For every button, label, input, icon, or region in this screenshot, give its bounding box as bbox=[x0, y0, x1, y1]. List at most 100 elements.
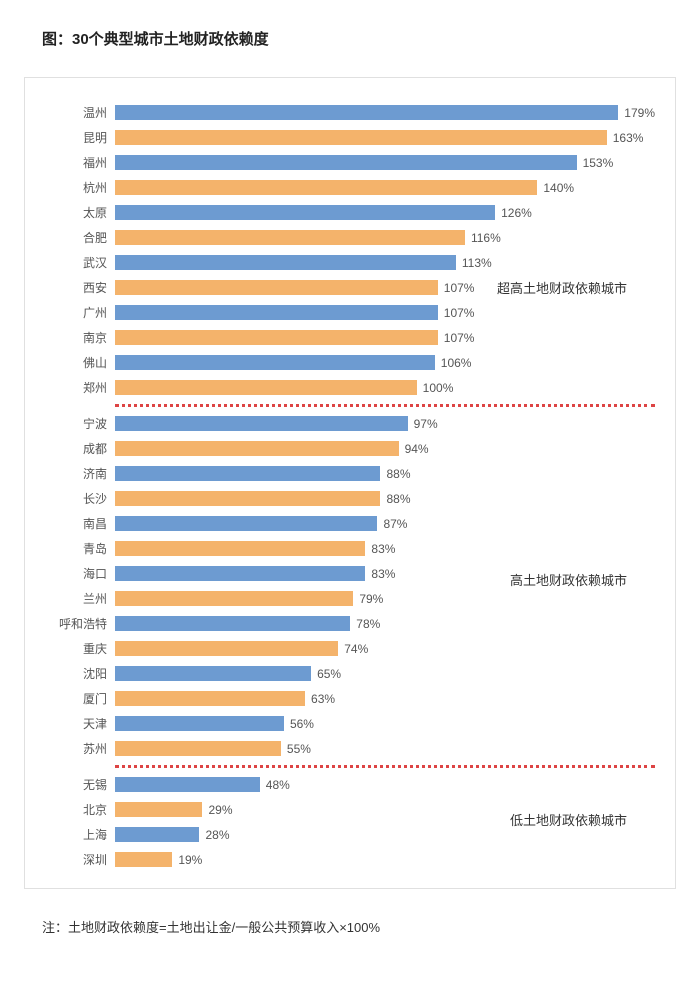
bar-area: 100% bbox=[115, 375, 655, 400]
value-label: 116% bbox=[471, 231, 501, 245]
bar bbox=[115, 852, 172, 867]
bar-area: 87% bbox=[115, 511, 655, 536]
group-divider bbox=[115, 765, 655, 768]
bar-area: 63% bbox=[115, 686, 655, 711]
value-label: 107% bbox=[444, 306, 475, 320]
value-label: 56% bbox=[290, 717, 314, 731]
bar-area: 88% bbox=[115, 486, 655, 511]
bar bbox=[115, 566, 365, 581]
y-axis-label: 郑州 bbox=[45, 379, 115, 396]
bar bbox=[115, 802, 202, 817]
chart-container: 温州179%昆明163%福州153%杭州140%太原126%合肥116%武汉11… bbox=[24, 77, 676, 889]
value-label: 107% bbox=[444, 331, 475, 345]
y-axis-label: 北京 bbox=[45, 801, 115, 818]
value-label: 48% bbox=[266, 778, 290, 792]
bar-row: 厦门63% bbox=[45, 686, 655, 711]
bar-area: 78% bbox=[115, 611, 655, 636]
bar-area: 48% bbox=[115, 772, 655, 797]
value-label: 83% bbox=[371, 542, 395, 556]
bar-row: 无锡 48% bbox=[45, 772, 655, 797]
bar-row: 济南 88% bbox=[45, 461, 655, 486]
group-label: 超高土地财政依赖城市 bbox=[497, 278, 627, 297]
bar bbox=[115, 691, 305, 706]
chart-footnote: 注：土地财政依赖度=土地出让金/一般公共预算收入×100% bbox=[42, 917, 676, 936]
y-axis-label: 太原 bbox=[45, 204, 115, 221]
y-axis-label: 海口 bbox=[45, 565, 115, 582]
value-label: 78% bbox=[356, 617, 380, 631]
y-axis-label: 上海 bbox=[45, 826, 115, 843]
bar bbox=[115, 491, 380, 506]
y-axis-label: 兰州 bbox=[45, 590, 115, 607]
bar-area: 113% bbox=[115, 250, 655, 275]
bar-area: 74% bbox=[115, 636, 655, 661]
bar-area: 153% bbox=[115, 150, 655, 175]
y-axis-label: 无锡 bbox=[45, 776, 115, 793]
y-axis-label: 温州 bbox=[45, 104, 115, 121]
bar-row: 天津56% bbox=[45, 711, 655, 736]
bar bbox=[115, 255, 456, 270]
value-label: 74% bbox=[344, 642, 368, 656]
y-axis-label: 青岛 bbox=[45, 540, 115, 557]
bar bbox=[115, 205, 495, 220]
bar bbox=[115, 130, 607, 145]
bar bbox=[115, 716, 284, 731]
bar-area: 19% bbox=[115, 847, 655, 872]
bar bbox=[115, 741, 281, 756]
bar bbox=[115, 155, 577, 170]
bar bbox=[115, 616, 350, 631]
bar-area: 65% bbox=[115, 661, 655, 686]
y-axis-label: 昆明 bbox=[45, 129, 115, 146]
y-axis-label: 呼和浩特 bbox=[45, 615, 115, 632]
bar bbox=[115, 441, 399, 456]
value-label: 140% bbox=[543, 181, 574, 195]
bar-row: 杭州140% bbox=[45, 175, 655, 200]
value-label: 87% bbox=[383, 517, 407, 531]
bar-area: 83% bbox=[115, 536, 655, 561]
y-axis-label: 成都 bbox=[45, 440, 115, 457]
value-label: 100% bbox=[423, 381, 454, 395]
bar-row: 南昌 87% bbox=[45, 511, 655, 536]
value-label: 179% bbox=[624, 106, 655, 120]
value-label: 55% bbox=[287, 742, 311, 756]
y-axis-label: 长沙 bbox=[45, 490, 115, 507]
bar-row: 南京107% bbox=[45, 325, 655, 350]
bar-row: 郑州 100% bbox=[45, 375, 655, 400]
group-label: 低土地财政依赖城市 bbox=[510, 810, 627, 829]
bar-row: 福州153% bbox=[45, 150, 655, 175]
y-axis-label: 佛山 bbox=[45, 354, 115, 371]
bar bbox=[115, 777, 260, 792]
bar-row: 苏州55% bbox=[45, 736, 655, 761]
bar bbox=[115, 416, 408, 431]
chart-title: 图：30个典型城市土地财政依赖度 bbox=[42, 28, 676, 49]
y-axis-label: 西安 bbox=[45, 279, 115, 296]
value-label: 63% bbox=[311, 692, 335, 706]
value-label: 28% bbox=[205, 828, 229, 842]
bar bbox=[115, 330, 438, 345]
value-label: 65% bbox=[317, 667, 341, 681]
bar bbox=[115, 666, 311, 681]
y-axis-label: 沈阳 bbox=[45, 665, 115, 682]
value-label: 29% bbox=[208, 803, 232, 817]
bar-area: 140% bbox=[115, 175, 655, 200]
value-label: 113% bbox=[462, 256, 492, 270]
value-label: 126% bbox=[501, 206, 532, 220]
bar-row: 长沙88% bbox=[45, 486, 655, 511]
value-label: 106% bbox=[441, 356, 472, 370]
bar-row: 兰州79% bbox=[45, 586, 655, 611]
bar bbox=[115, 105, 618, 120]
value-label: 88% bbox=[386, 467, 410, 481]
bar-area: 163% bbox=[115, 125, 655, 150]
bar-area: 126% bbox=[115, 200, 655, 225]
bar-row: 青岛 83% bbox=[45, 536, 655, 561]
bar-area: 97% bbox=[115, 411, 655, 436]
bar-area: 88% bbox=[115, 461, 655, 486]
group-label: 高土地财政依赖城市 bbox=[510, 570, 627, 589]
bar bbox=[115, 180, 537, 195]
bar-area: 55% bbox=[115, 736, 655, 761]
bar bbox=[115, 230, 465, 245]
bar bbox=[115, 380, 417, 395]
chart-body: 温州179%昆明163%福州153%杭州140%太原126%合肥116%武汉11… bbox=[45, 100, 655, 872]
y-axis-label: 南昌 bbox=[45, 515, 115, 532]
y-axis-label: 济南 bbox=[45, 465, 115, 482]
y-axis-label: 合肥 bbox=[45, 229, 115, 246]
